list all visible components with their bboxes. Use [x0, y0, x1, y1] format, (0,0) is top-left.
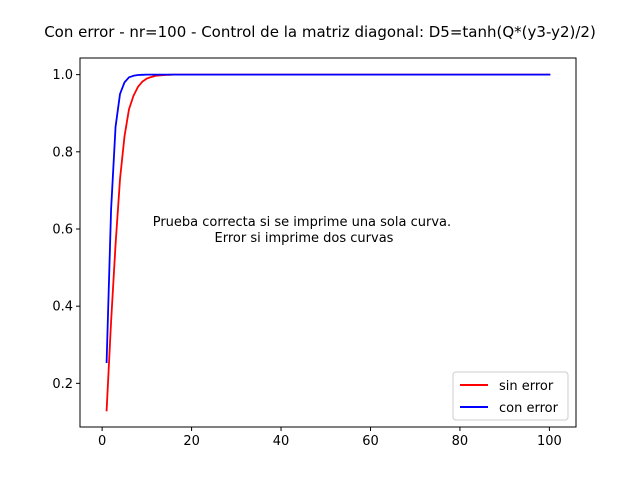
- series-line-con-error: [105, 73, 551, 364]
- legend: sin error con error: [452, 371, 569, 421]
- x-tick-label: 20: [183, 434, 200, 449]
- x-axis: 0 20 40 60 80 100: [98, 427, 562, 449]
- legend-label-sin-error: sin error: [499, 379, 554, 394]
- legend-label-con-error: con error: [499, 401, 559, 416]
- plot-area: [79, 57, 577, 428]
- chart-annotation: Prueba correcta si se imprime una sola c…: [153, 215, 456, 246]
- x-tick-label: 100: [537, 434, 562, 449]
- annotation-line-1: Prueba correcta si se imprime una sola c…: [153, 215, 451, 230]
- annotation-line-2: Error si imprime dos curvas: [215, 231, 394, 246]
- x-tick-label: 80: [452, 434, 469, 449]
- y-tick-label: 0.6: [52, 222, 73, 237]
- y-tick-label: 0.2: [52, 377, 73, 392]
- x-tick-label: 40: [273, 434, 290, 449]
- y-tick-label: 0.8: [52, 145, 73, 160]
- y-axis: 0.2 0.4 0.6 0.8 1.0: [52, 68, 80, 392]
- x-tick-label: 60: [362, 434, 379, 449]
- y-tick-label: 0.4: [52, 300, 73, 315]
- chart-title: Con error - nr=100 - Control de la matri…: [44, 23, 596, 41]
- series-layer: [105, 73, 551, 412]
- axes-frame: [79, 57, 577, 428]
- y-tick-label: 1.0: [52, 68, 73, 83]
- x-tick-label: 0: [98, 434, 106, 449]
